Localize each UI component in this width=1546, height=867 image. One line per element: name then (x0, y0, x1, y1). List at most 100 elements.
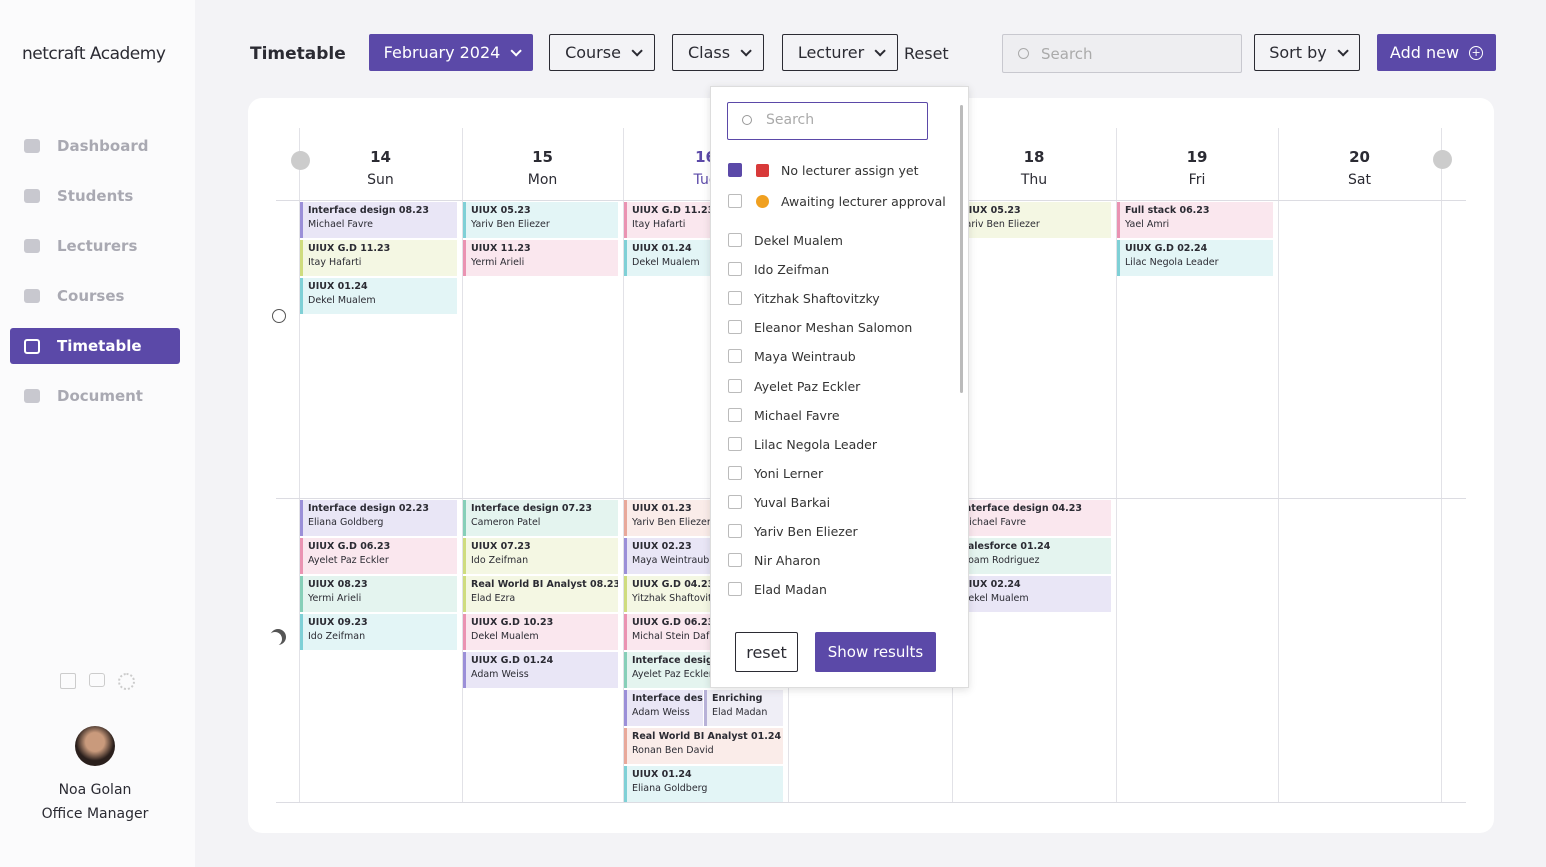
nav-label: Dashboard (57, 137, 149, 155)
logo[interactable]: netcraft Academy (22, 44, 166, 64)
checkbox[interactable] (728, 194, 742, 208)
nav-item[interactable]: Timetable (10, 328, 180, 364)
event-lecturer: Elad Madan (712, 707, 768, 718)
event-title: UIUX 08.23 (308, 579, 368, 590)
nav-item[interactable]: Students (10, 178, 180, 214)
event-card[interactable]: UIUX G.D 02.24 Lilac Negola Leader (1117, 240, 1273, 276)
event-card[interactable]: UIUX 05.23 Yariv Ben Eliezer (953, 202, 1111, 238)
next-arrow[interactable] (1433, 150, 1452, 169)
checkbox[interactable] (728, 291, 742, 306)
day-name: Sat (1348, 172, 1371, 188)
nav-item[interactable]: Courses (10, 278, 180, 314)
event-title: UIUX G.D 10.23 (471, 617, 554, 628)
event-lecturer: Dekel Mualem (308, 295, 376, 306)
checkbox[interactable] (728, 494, 742, 509)
event-card[interactable]: UIUX G.D 06.23 Ayelet Paz Eckler (300, 538, 457, 574)
checkbox[interactable] (728, 349, 742, 364)
status-icon (756, 164, 769, 177)
row-line (276, 802, 1466, 803)
checkbox[interactable] (728, 582, 742, 597)
avatar[interactable] (75, 726, 115, 766)
icon[interactable] (60, 673, 76, 689)
option-label: Awaiting lecturer approval (781, 194, 946, 209)
event-card[interactable]: UIUX 09.23 Ido Zeifman (300, 614, 457, 650)
reset-link[interactable]: Reset (904, 44, 949, 63)
event-lecturer: Eliana Goldberg (632, 783, 708, 794)
checkbox[interactable] (728, 465, 742, 480)
search-box[interactable]: Search (1002, 34, 1242, 73)
event-card[interactable]: Real World BI Analyst 08.23 Elad Ezra (463, 576, 618, 612)
event-title: UIUX 01.24 (308, 281, 368, 292)
prev-arrow[interactable] (291, 151, 310, 170)
event-card[interactable]: UIUX 02.24 Dekel Mualem (953, 576, 1111, 612)
event-title: Interface design (632, 693, 703, 704)
checkbox[interactable] (728, 524, 742, 538)
checkbox[interactable] (728, 407, 742, 422)
event-lecturer: Yermi Arieli (471, 257, 525, 268)
event-card[interactable]: Enriching Elad Madan (704, 690, 783, 726)
event-card[interactable]: Interface design 04.23 Michael Favre (953, 500, 1111, 536)
nav-item[interactable]: Document (10, 378, 180, 414)
filter-button[interactable]: Class (672, 34, 764, 71)
event-title: UIUX G.D 06.23 (632, 617, 715, 628)
scrollbar[interactable] (960, 105, 963, 393)
nav-icon (24, 389, 40, 403)
event-card[interactable]: UIUX 11.23 Yermi Arieli (463, 240, 618, 276)
nav-icon (24, 289, 40, 303)
month: February 2024 (383, 43, 501, 62)
filter-button[interactable]: Course (549, 34, 655, 71)
option-label: Nir Aharon (754, 553, 821, 569)
event-card[interactable]: UIUX G.D 10.23 Dekel Mualem (463, 614, 618, 650)
filter-button[interactable]: Lecturer (782, 34, 898, 71)
event-card[interactable]: UIUX 01.24 Dekel Mualem (300, 278, 457, 314)
event-card[interactable]: UIUX G.D 11.23 Itay Hafarti (300, 240, 457, 276)
column-line (462, 128, 463, 802)
day-date: 14 (370, 148, 391, 166)
dropdown-search[interactable]: Search (727, 102, 928, 140)
event-title: Interface design (632, 655, 720, 666)
checkbox[interactable] (728, 378, 742, 393)
nav-icon (24, 239, 40, 253)
checkbox[interactable] (728, 262, 742, 277)
option-label: Yitzhak Shaftovitzky (754, 291, 880, 307)
checkbox[interactable] (728, 163, 742, 177)
add-button[interactable]: Add new + (1377, 34, 1496, 71)
checkbox[interactable] (728, 553, 742, 568)
dropdown-reset[interactable]: reset (735, 632, 798, 672)
event-title: Salesforce 01.24 (961, 541, 1051, 552)
sort-button[interactable]: Sort by (1254, 34, 1360, 71)
event-card[interactable]: Salesforce 01.24 Noam Rodriguez (953, 538, 1111, 574)
checkbox[interactable] (728, 436, 742, 451)
event-card[interactable]: Interface design Adam Weiss (624, 690, 703, 726)
event-card[interactable]: Interface design 02.23 Eliana Goldberg (300, 500, 457, 536)
icon[interactable] (89, 673, 105, 687)
nav-item[interactable]: Dashboard (10, 128, 180, 164)
event-card[interactable]: UIUX 08.23 Yermi Arieli (300, 576, 457, 612)
show-results[interactable]: Show results (815, 632, 936, 672)
event-card[interactable]: UIUX 05.23 Yariv Ben Eliezer (463, 202, 618, 238)
event-card[interactable]: Interface design 07.23 Cameron Patel (463, 500, 618, 536)
column-line (1441, 128, 1442, 802)
nav-label: Timetable (57, 337, 142, 355)
event-card[interactable]: UIUX 01.24 Eliana Goldberg (624, 766, 783, 802)
event-card[interactable]: Real World BI Analyst 01.24 Ronan Ben Dav… (624, 728, 783, 764)
event-lecturer: Adam Weiss (632, 707, 690, 718)
event-lecturer: Itay Hafarti (308, 257, 362, 268)
event-lecturer: Ido Zeifman (471, 555, 529, 566)
event-title: UIUX 07.23 (471, 541, 531, 552)
checkbox[interactable] (728, 233, 742, 247)
day-name: Mon (527, 172, 558, 188)
event-card[interactable]: Full stack 06.23 Yael Amri (1117, 202, 1273, 238)
nav-item[interactable]: Lecturers (10, 228, 180, 264)
event-card[interactable]: UIUX G.D 01.24 Adam Weiss (463, 652, 618, 688)
event-lecturer: Yariv Ben Eliezer (961, 219, 1040, 230)
event-card[interactable]: UIUX 07.23 Ido Zeifman (463, 538, 618, 574)
event-title: Interface design 07.23 (471, 503, 592, 514)
icon[interactable] (118, 673, 135, 690)
checkbox[interactable] (728, 320, 742, 335)
event-title: UIUX G.D 11.23 (308, 243, 391, 254)
event-card[interactable]: Interface design 08.23 Michael Favre (300, 202, 457, 238)
event-lecturer: Ido Zeifman (308, 631, 366, 642)
month-picker[interactable]: February 2024 (369, 34, 533, 71)
